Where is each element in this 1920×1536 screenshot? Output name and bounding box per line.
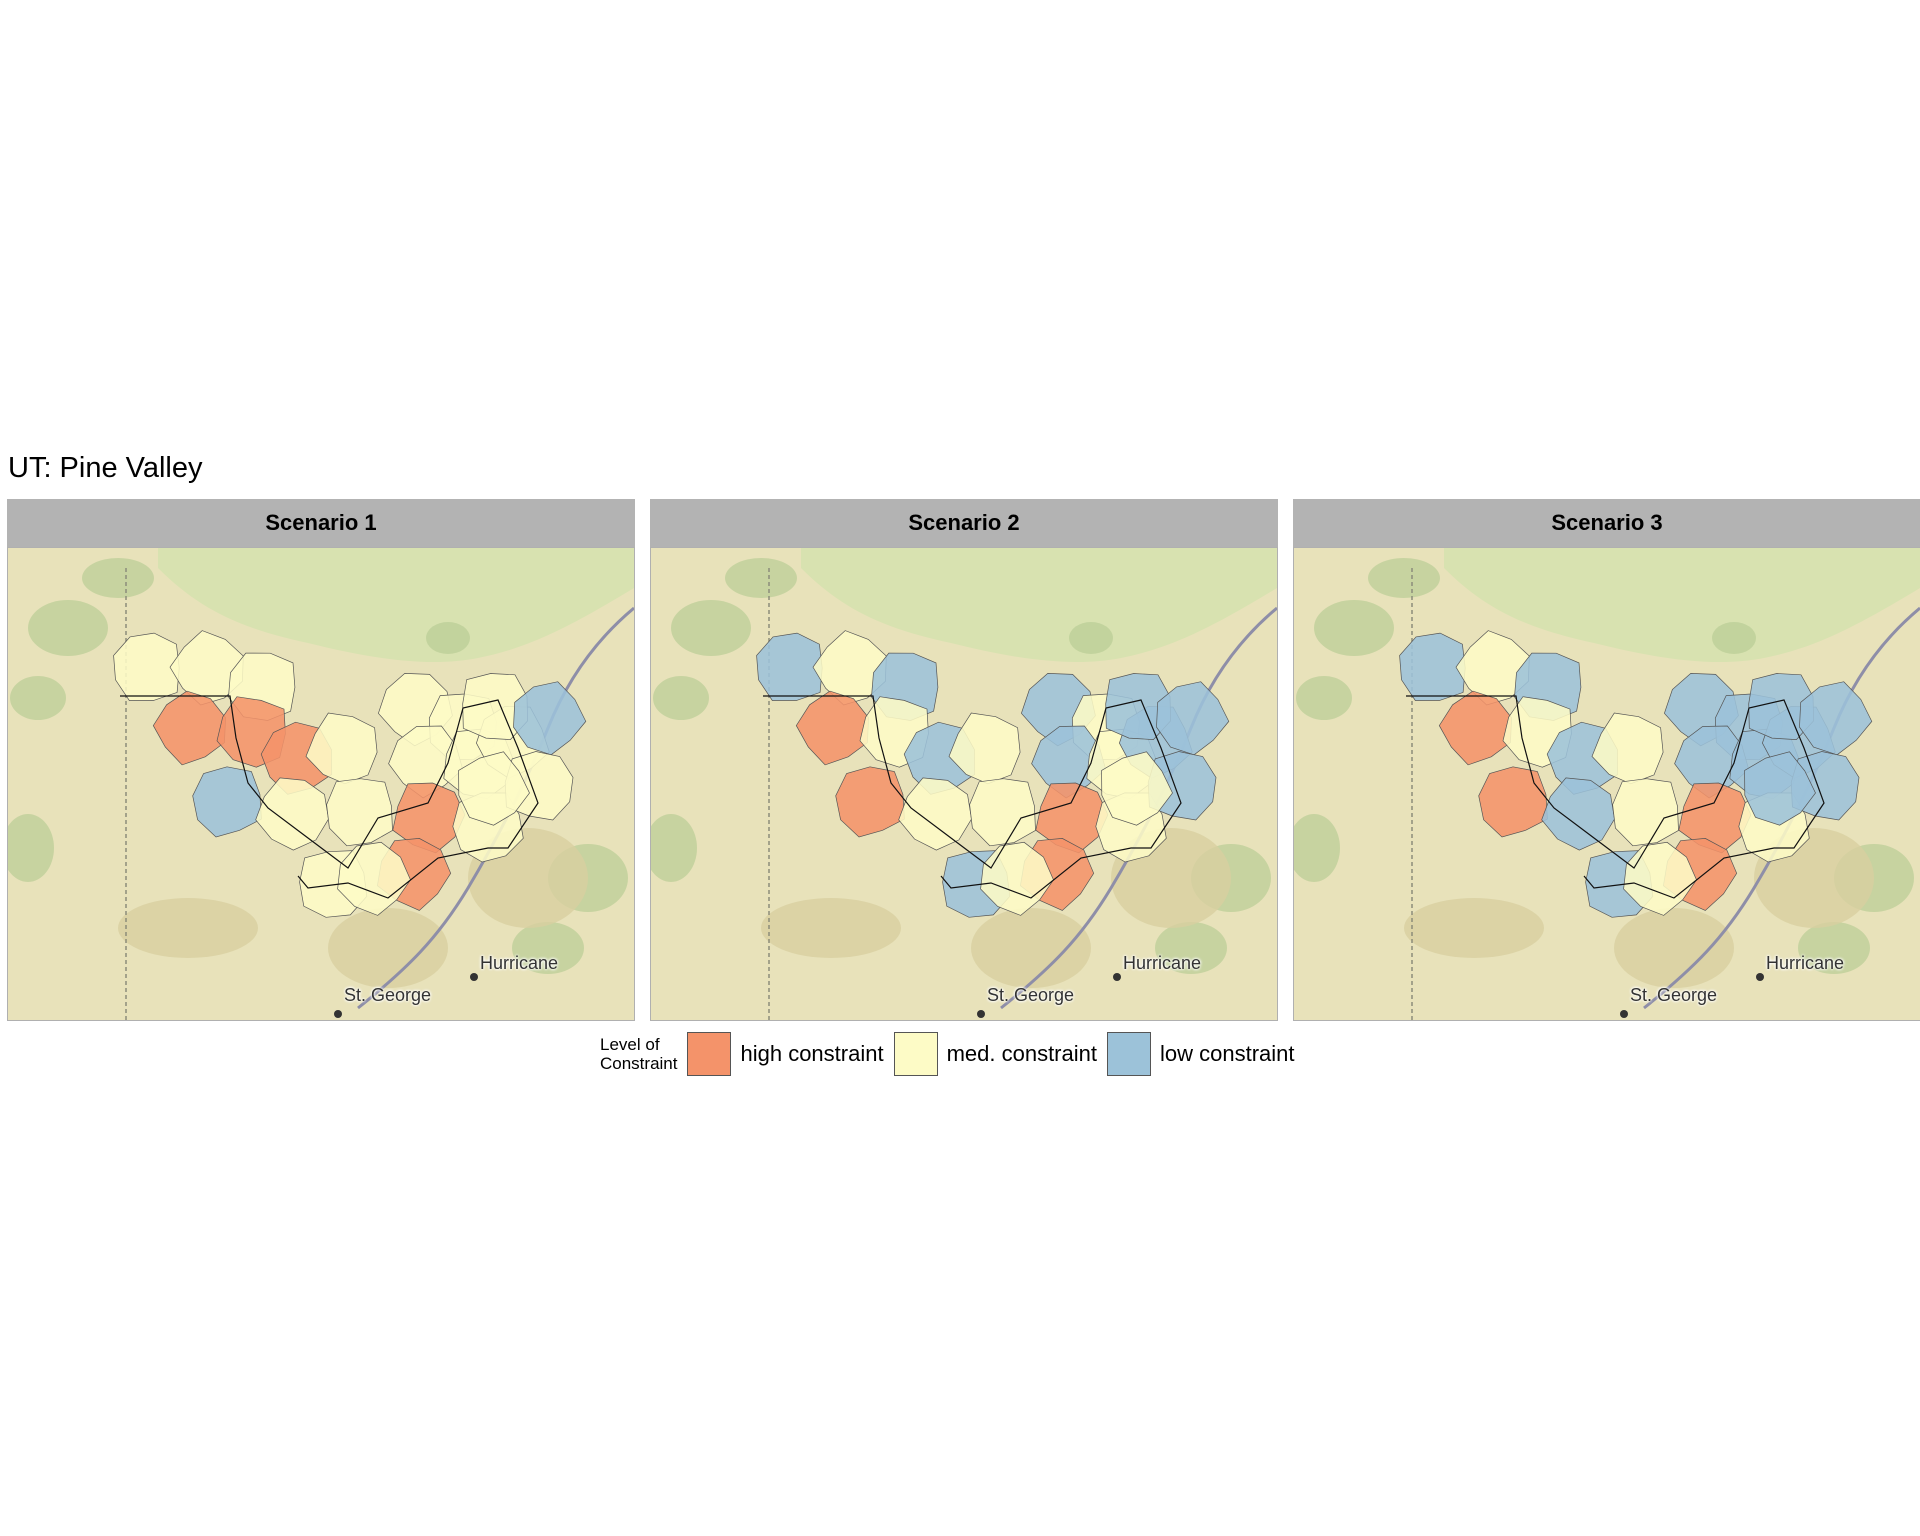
forest-patch	[651, 814, 697, 882]
plateau-area	[158, 548, 634, 663]
town-marker-hurricane	[1756, 973, 1764, 981]
constraint-cell	[1623, 841, 1697, 916]
constraint-cell	[1744, 751, 1816, 826]
forest-patch	[1798, 922, 1870, 974]
constraint-cell	[835, 766, 905, 838]
constraint-cell	[1101, 751, 1173, 826]
region-outline	[763, 695, 1182, 899]
town-marker-st-george	[1620, 1010, 1628, 1018]
legend-label-medium: med. constraint	[946, 1041, 1097, 1066]
plateau-area	[801, 548, 1277, 663]
legend-key-high	[687, 1032, 732, 1076]
forest-patch	[671, 600, 751, 656]
constraint-cell	[1156, 681, 1230, 756]
ridge-shade	[1404, 898, 1544, 958]
constraint-cell	[1541, 777, 1615, 851]
scenario-panel-1: Scenario 1 Hurricane St. George	[7, 499, 635, 1021]
panel-strip: Scenario 1	[7, 499, 635, 547]
place-label-hurricane: Hurricane	[1123, 953, 1202, 973]
forest-patch	[1069, 622, 1113, 654]
constraint-cell	[513, 681, 587, 756]
place-label-hurricane: Hurricane	[480, 953, 559, 973]
legend-title: Level of Constraint	[600, 1035, 678, 1073]
forest-patch	[8, 814, 54, 882]
forest-patch	[1712, 622, 1756, 654]
place-label-st-george: St. George	[344, 985, 432, 1005]
region-outline	[1406, 695, 1825, 899]
panel-strip: Scenario 2	[650, 499, 1278, 547]
town-marker-st-george	[977, 1010, 985, 1018]
forest-patch	[1368, 558, 1440, 598]
constraint-cell	[1612, 778, 1679, 847]
town-marker-hurricane	[1113, 973, 1121, 981]
legend-key-medium	[893, 1032, 938, 1076]
constraint-cell	[337, 841, 411, 916]
ridge-shade	[971, 908, 1091, 988]
town-marker-hurricane	[470, 973, 478, 981]
forest-patch	[1296, 676, 1352, 720]
place-label-st-george: St. George	[987, 985, 1075, 1005]
constraint-cell	[1799, 681, 1873, 756]
forest-patch	[725, 558, 797, 598]
constraint-cell	[898, 777, 972, 851]
legend: Level of Constraint high constraint med.…	[600, 1028, 1305, 1080]
forest-patch	[1294, 814, 1340, 882]
region-outline	[120, 695, 539, 899]
forest-patch	[82, 558, 154, 598]
ridge-shade	[1614, 908, 1734, 988]
legend-key-low	[1106, 1032, 1151, 1076]
scenario-panel-3: Scenario 3 Hurricane St. George	[1293, 499, 1920, 1021]
forest-patch	[653, 676, 709, 720]
forest-patch	[426, 622, 470, 654]
forest-patch	[512, 922, 584, 974]
constraint-cell	[1478, 766, 1548, 838]
basemap: Hurricane St. George	[650, 547, 1278, 1021]
ridge-shade	[761, 898, 901, 958]
forest-patch	[28, 600, 108, 656]
forest-patch	[1155, 922, 1227, 974]
ridge-shade	[328, 908, 448, 988]
constraint-cell	[969, 778, 1036, 847]
panel-strip: Scenario 3	[1293, 499, 1920, 547]
ridge-shade	[118, 898, 258, 958]
map-svg	[1294, 548, 1920, 1020]
legend-label-low: low constraint	[1159, 1041, 1295, 1066]
constraint-cell	[192, 766, 262, 838]
legend-label-high: high constraint	[740, 1041, 884, 1066]
forest-patch	[1314, 600, 1394, 656]
constraint-cell	[255, 777, 329, 851]
constraint-cell	[980, 841, 1054, 916]
plateau-area	[1444, 548, 1920, 663]
constraint-cell	[458, 751, 530, 826]
forest-patch	[10, 676, 66, 720]
basemap: Hurricane St. George	[7, 547, 635, 1021]
map-title: UT: Pine Valley	[8, 452, 203, 484]
basemap: Hurricane St. George	[1293, 547, 1920, 1021]
town-marker-st-george	[334, 1010, 342, 1018]
place-label-st-george: St. George	[1630, 985, 1718, 1005]
map-svg	[8, 548, 634, 1020]
scenario-panel-2: Scenario 2 Hurricane St. George	[650, 499, 1278, 1021]
map-svg	[651, 548, 1277, 1020]
constraint-cell	[326, 778, 393, 847]
place-label-hurricane: Hurricane	[1766, 953, 1845, 973]
